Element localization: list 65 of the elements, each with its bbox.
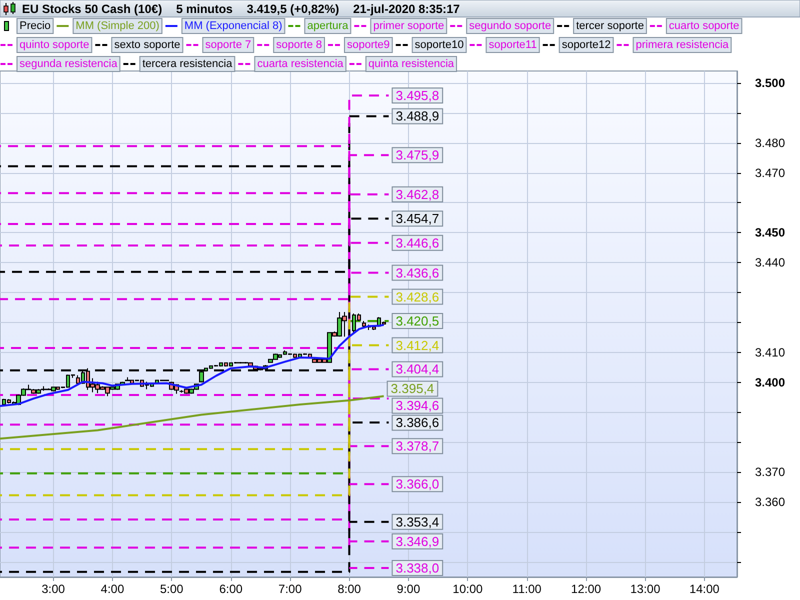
data-label: 3.488,9 (396, 108, 440, 124)
data-label: 3.436,6 (396, 265, 440, 280)
legend-label: soporte 8 (276, 39, 322, 51)
legend-label: apertura (307, 20, 350, 32)
legend-label: soporte10 (414, 39, 464, 51)
data-label: 3.394,6 (396, 398, 440, 414)
data-label: 3.495,8 (396, 88, 440, 104)
text: 3.419,5 (+0,82%) (246, 2, 340, 16)
x-tick-label: 6:00 (219, 582, 243, 596)
legend-label: tercer soporte (576, 20, 644, 32)
chart-subtitle: 5 minutos (176, 2, 234, 16)
data-label: 3.446,6 (396, 235, 440, 250)
x-tick-label: 9:00 (396, 582, 420, 596)
y-tick-label: 3.440 (755, 256, 786, 270)
x-tick-label: 10:00 (452, 582, 483, 596)
data-label: 3.353,4 (396, 514, 440, 530)
legend-label: soporte9 (346, 39, 390, 51)
legend-label: segunda resistencia (20, 58, 118, 70)
y-tick-label: 3.370 (755, 465, 786, 480)
legend-label: soporte11 (488, 39, 537, 51)
legend-label: cuarta resistencia (257, 58, 344, 70)
x-tick-label: 14:00 (689, 582, 720, 596)
x-tick-label: 5:00 (160, 582, 184, 596)
text: 21-jul-2020 8:35:17 (353, 2, 460, 16)
data-label: 3.386,6 (396, 415, 440, 430)
y-tick-label: 3.360 (755, 495, 786, 510)
legend-label: quinto soporte (20, 39, 90, 51)
legend-label: soporte 7 (205, 39, 252, 51)
y-tick-label: 3.400 (755, 375, 786, 390)
data-label: 3.346,9 (396, 534, 440, 549)
data-label: 3.395,4 (390, 381, 434, 396)
y-tick-label: 3.500 (755, 76, 786, 90)
x-tick-label: 12:00 (571, 582, 602, 596)
data-label: 3.420,5 (396, 314, 440, 329)
legend-label: Precio (20, 20, 51, 32)
data-label: 3.378,7 (396, 438, 440, 454)
y-tick-label: 3.480 (755, 136, 786, 150)
legend-label: segundo soporte (469, 20, 552, 32)
data-label: 3.428,6 (396, 289, 440, 304)
y-tick-label: 3.470 (755, 166, 786, 180)
legend-label: cuarto soporte (668, 20, 740, 32)
legend-label: sexto soporte (114, 39, 180, 51)
data-label: 3.462,8 (396, 186, 440, 202)
legend-label: quinta resistencia (368, 58, 455, 70)
legend-label: primera resistencia (636, 39, 730, 51)
x-tick-label: 11:00 (512, 582, 542, 596)
data-label: 3.475,9 (396, 148, 440, 163)
x-tick-label: 13:00 (630, 582, 661, 596)
data-label: 3.454,7 (396, 211, 440, 226)
legend-label: tercera resistencia (142, 58, 234, 70)
legend-label: primer soporte (373, 20, 444, 32)
legend-label: soporte12 (562, 39, 611, 51)
data-label: 3.404,4 (396, 362, 440, 377)
x-tick-label: 7:00 (278, 582, 302, 596)
data-label: 3.366,0 (396, 476, 440, 492)
chart-title: EU Stocks 50 Cash (10€) (22, 2, 162, 16)
x-tick-label: 8:00 (338, 582, 362, 596)
x-tick-label: 4:00 (100, 582, 124, 596)
x-tick-label: 3:00 (42, 582, 66, 596)
data-label: 3.338,0 (396, 560, 440, 576)
legend-label: MM (Simple 200) (76, 20, 160, 32)
data-label: 3.412,4 (396, 338, 440, 353)
y-tick-label: 3.450 (755, 226, 786, 240)
y-tick-label: 3.410 (755, 345, 786, 360)
legend-label: MM (Exponencial 8) (184, 20, 282, 32)
